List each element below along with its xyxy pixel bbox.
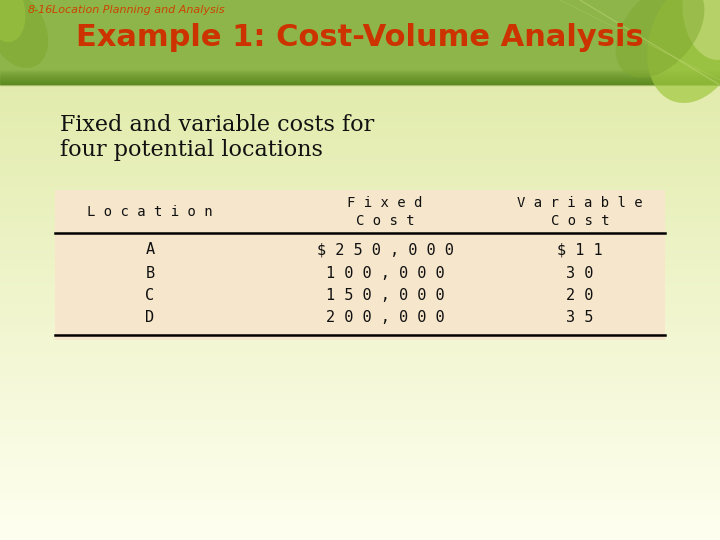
Text: 3 0: 3 0 (567, 266, 594, 280)
Text: C o s t: C o s t (551, 214, 609, 228)
Bar (0, 0, 720, 85)
Text: Example 1: Cost-Volume Analysis: Example 1: Cost-Volume Analysis (76, 23, 644, 51)
Text: V a r i a b l e: V a r i a b l e (517, 196, 643, 210)
Text: L o c a t i o n: L o c a t i o n (87, 205, 213, 219)
Ellipse shape (647, 0, 720, 103)
Bar (0, 79, 720, 80)
Bar (0, 75, 720, 76)
Text: $ 2 5 0 , 0 0 0: $ 2 5 0 , 0 0 0 (317, 242, 454, 258)
Text: 1 5 0 , 0 0 0: 1 5 0 , 0 0 0 (325, 288, 444, 303)
Bar (0, 73, 720, 74)
Bar (0, 77, 720, 78)
Text: four potential locations: four potential locations (60, 139, 323, 161)
Text: D: D (145, 310, 155, 326)
Bar (0, 83, 720, 84)
Text: Location Planning and Analysis: Location Planning and Analysis (52, 5, 225, 15)
Text: C: C (145, 288, 155, 303)
Text: 1 0 0 , 0 0 0: 1 0 0 , 0 0 0 (325, 266, 444, 280)
Bar (0, 72, 720, 73)
Text: B: B (145, 266, 155, 280)
Text: 8-16: 8-16 (28, 5, 53, 15)
Bar (0, 84, 720, 85)
Text: 2 0: 2 0 (567, 288, 594, 303)
Bar (0, 76, 720, 77)
Text: A: A (145, 242, 155, 258)
Bar (0, 80, 720, 81)
FancyBboxPatch shape (55, 190, 665, 340)
Text: 3 5: 3 5 (567, 310, 594, 326)
Ellipse shape (0, 0, 48, 68)
Bar (0, 71, 720, 72)
Ellipse shape (683, 0, 720, 60)
Ellipse shape (616, 0, 704, 78)
Bar (0, 82, 720, 83)
Bar (0, 81, 720, 82)
Text: 2 0 0 , 0 0 0: 2 0 0 , 0 0 0 (325, 310, 444, 326)
Text: F i x e d: F i x e d (347, 196, 423, 210)
Bar (0, 78, 720, 79)
Text: C o s t: C o s t (356, 214, 414, 228)
Bar (0, 70, 720, 71)
Bar (0, 74, 720, 75)
Text: $ 1 1: $ 1 1 (557, 242, 603, 258)
Text: Fixed and variable costs for: Fixed and variable costs for (60, 114, 374, 136)
Ellipse shape (0, 0, 25, 42)
